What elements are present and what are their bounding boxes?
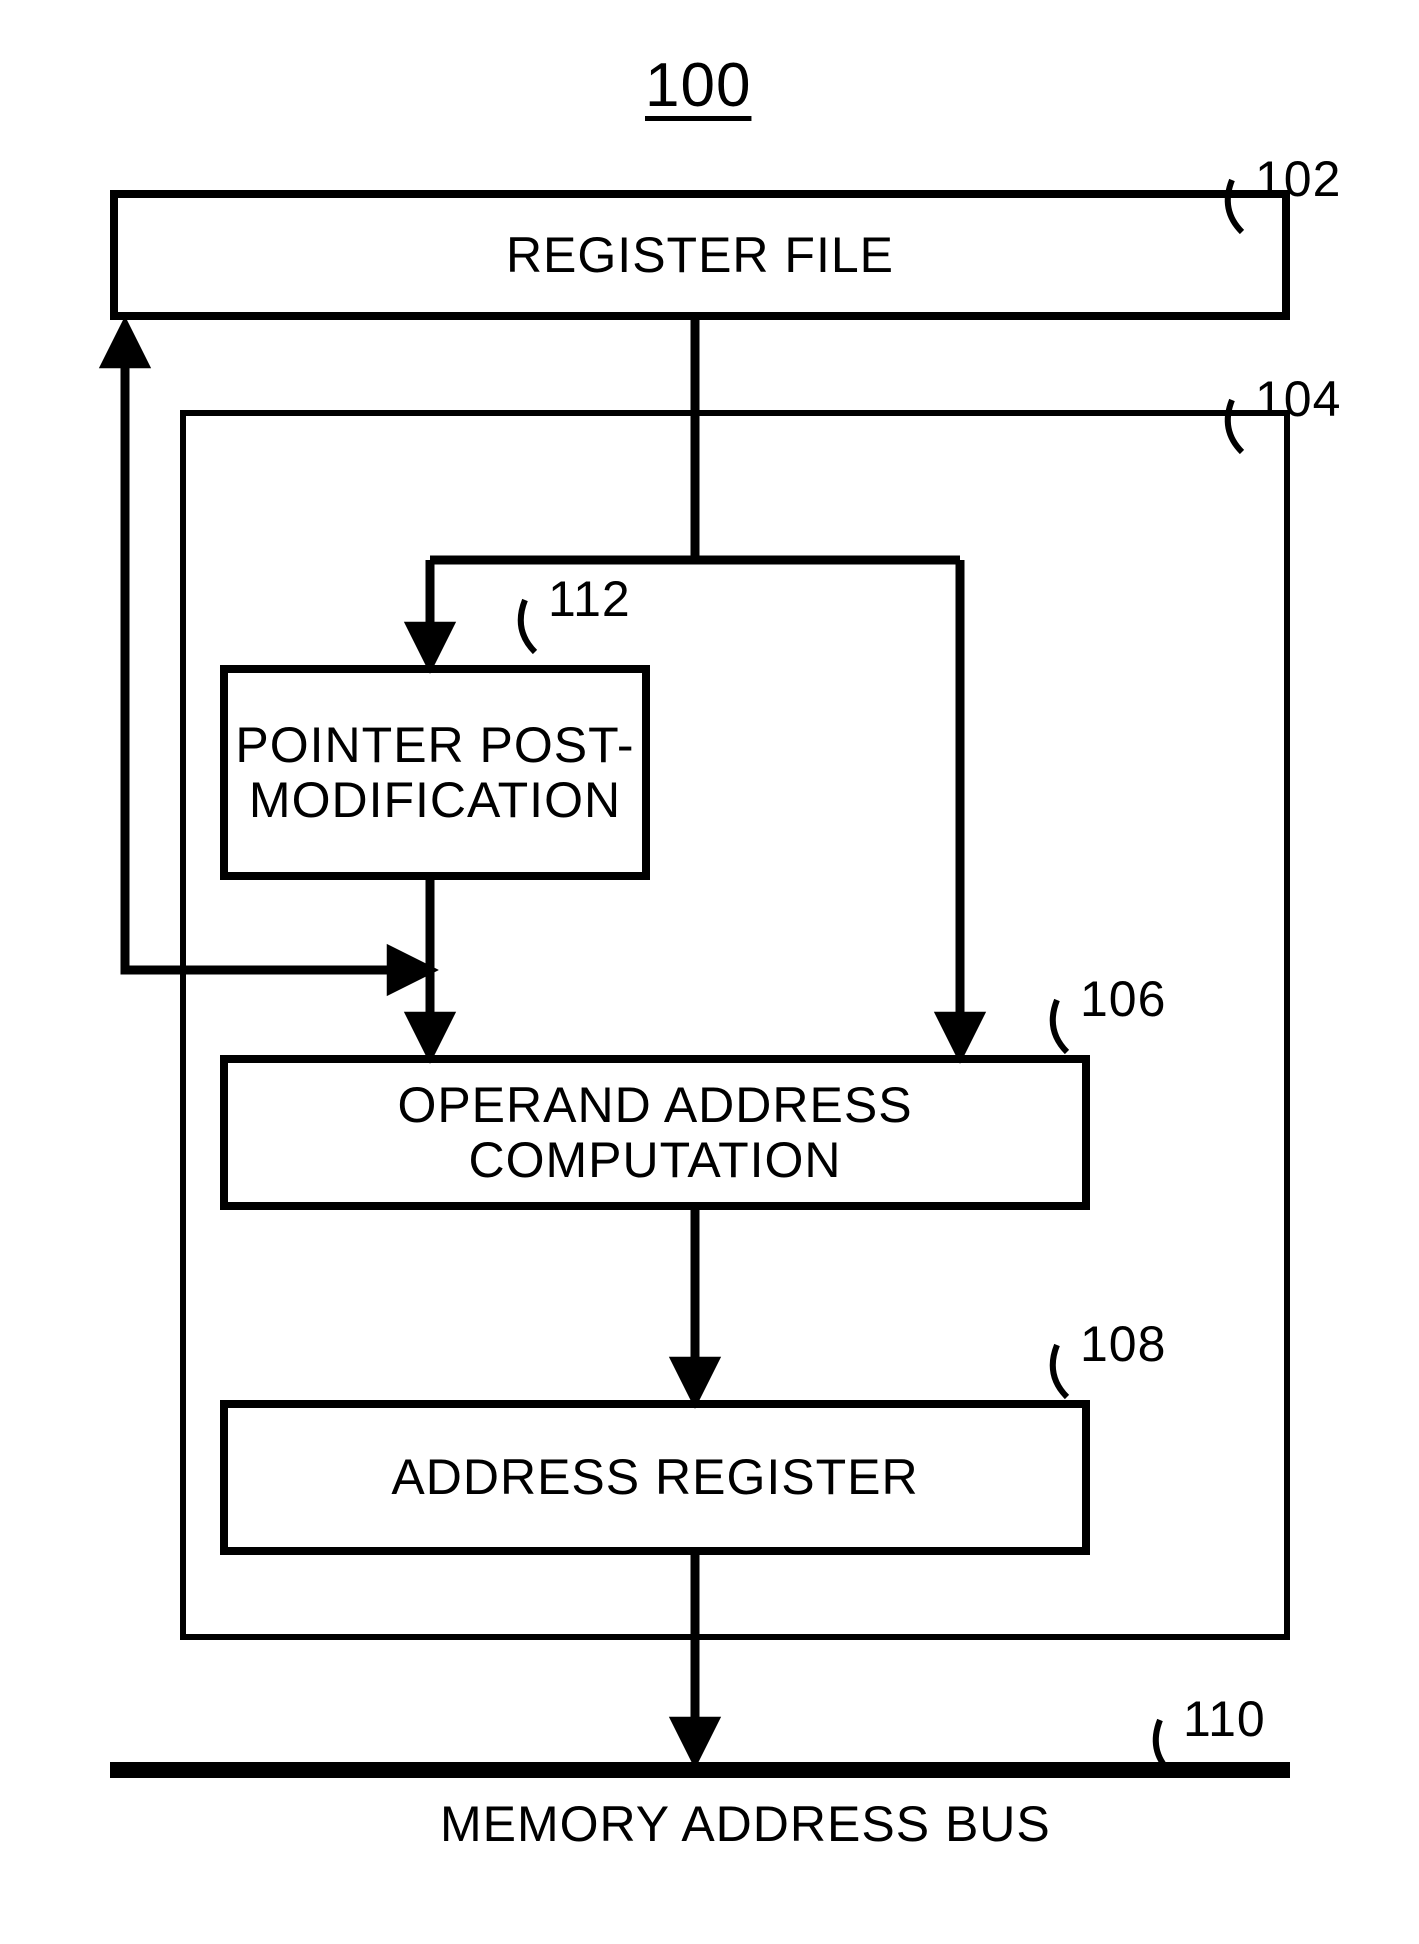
callout-hook-110 — [1156, 1720, 1170, 1772]
register-file-label: REGISTER FILE — [506, 228, 894, 283]
callout-106: 106 — [1080, 970, 1166, 1028]
operand-address-computation-label: OPERAND ADDRESS COMPUTATION — [228, 1078, 1082, 1188]
figure-title: 100 — [645, 50, 751, 121]
callout-104: 104 — [1255, 370, 1341, 428]
callout-112: 112 — [548, 570, 631, 628]
pointer-post-modification-label: POINTER POST-MODIFICATION — [228, 718, 642, 828]
callout-108: 108 — [1080, 1315, 1166, 1373]
address-register-label: ADDRESS REGISTER — [391, 1450, 918, 1505]
register-file-box: REGISTER FILE — [110, 190, 1290, 320]
operand-address-computation-box: OPERAND ADDRESS COMPUTATION — [220, 1055, 1090, 1210]
pointer-post-modification-box: POINTER POST-MODIFICATION — [220, 665, 650, 880]
address-register-box: ADDRESS REGISTER — [220, 1400, 1090, 1555]
callout-102: 102 — [1255, 150, 1341, 208]
callout-110: 110 — [1183, 1690, 1266, 1748]
memory-address-bus-label: MEMORY ADDRESS BUS — [440, 1795, 1051, 1853]
